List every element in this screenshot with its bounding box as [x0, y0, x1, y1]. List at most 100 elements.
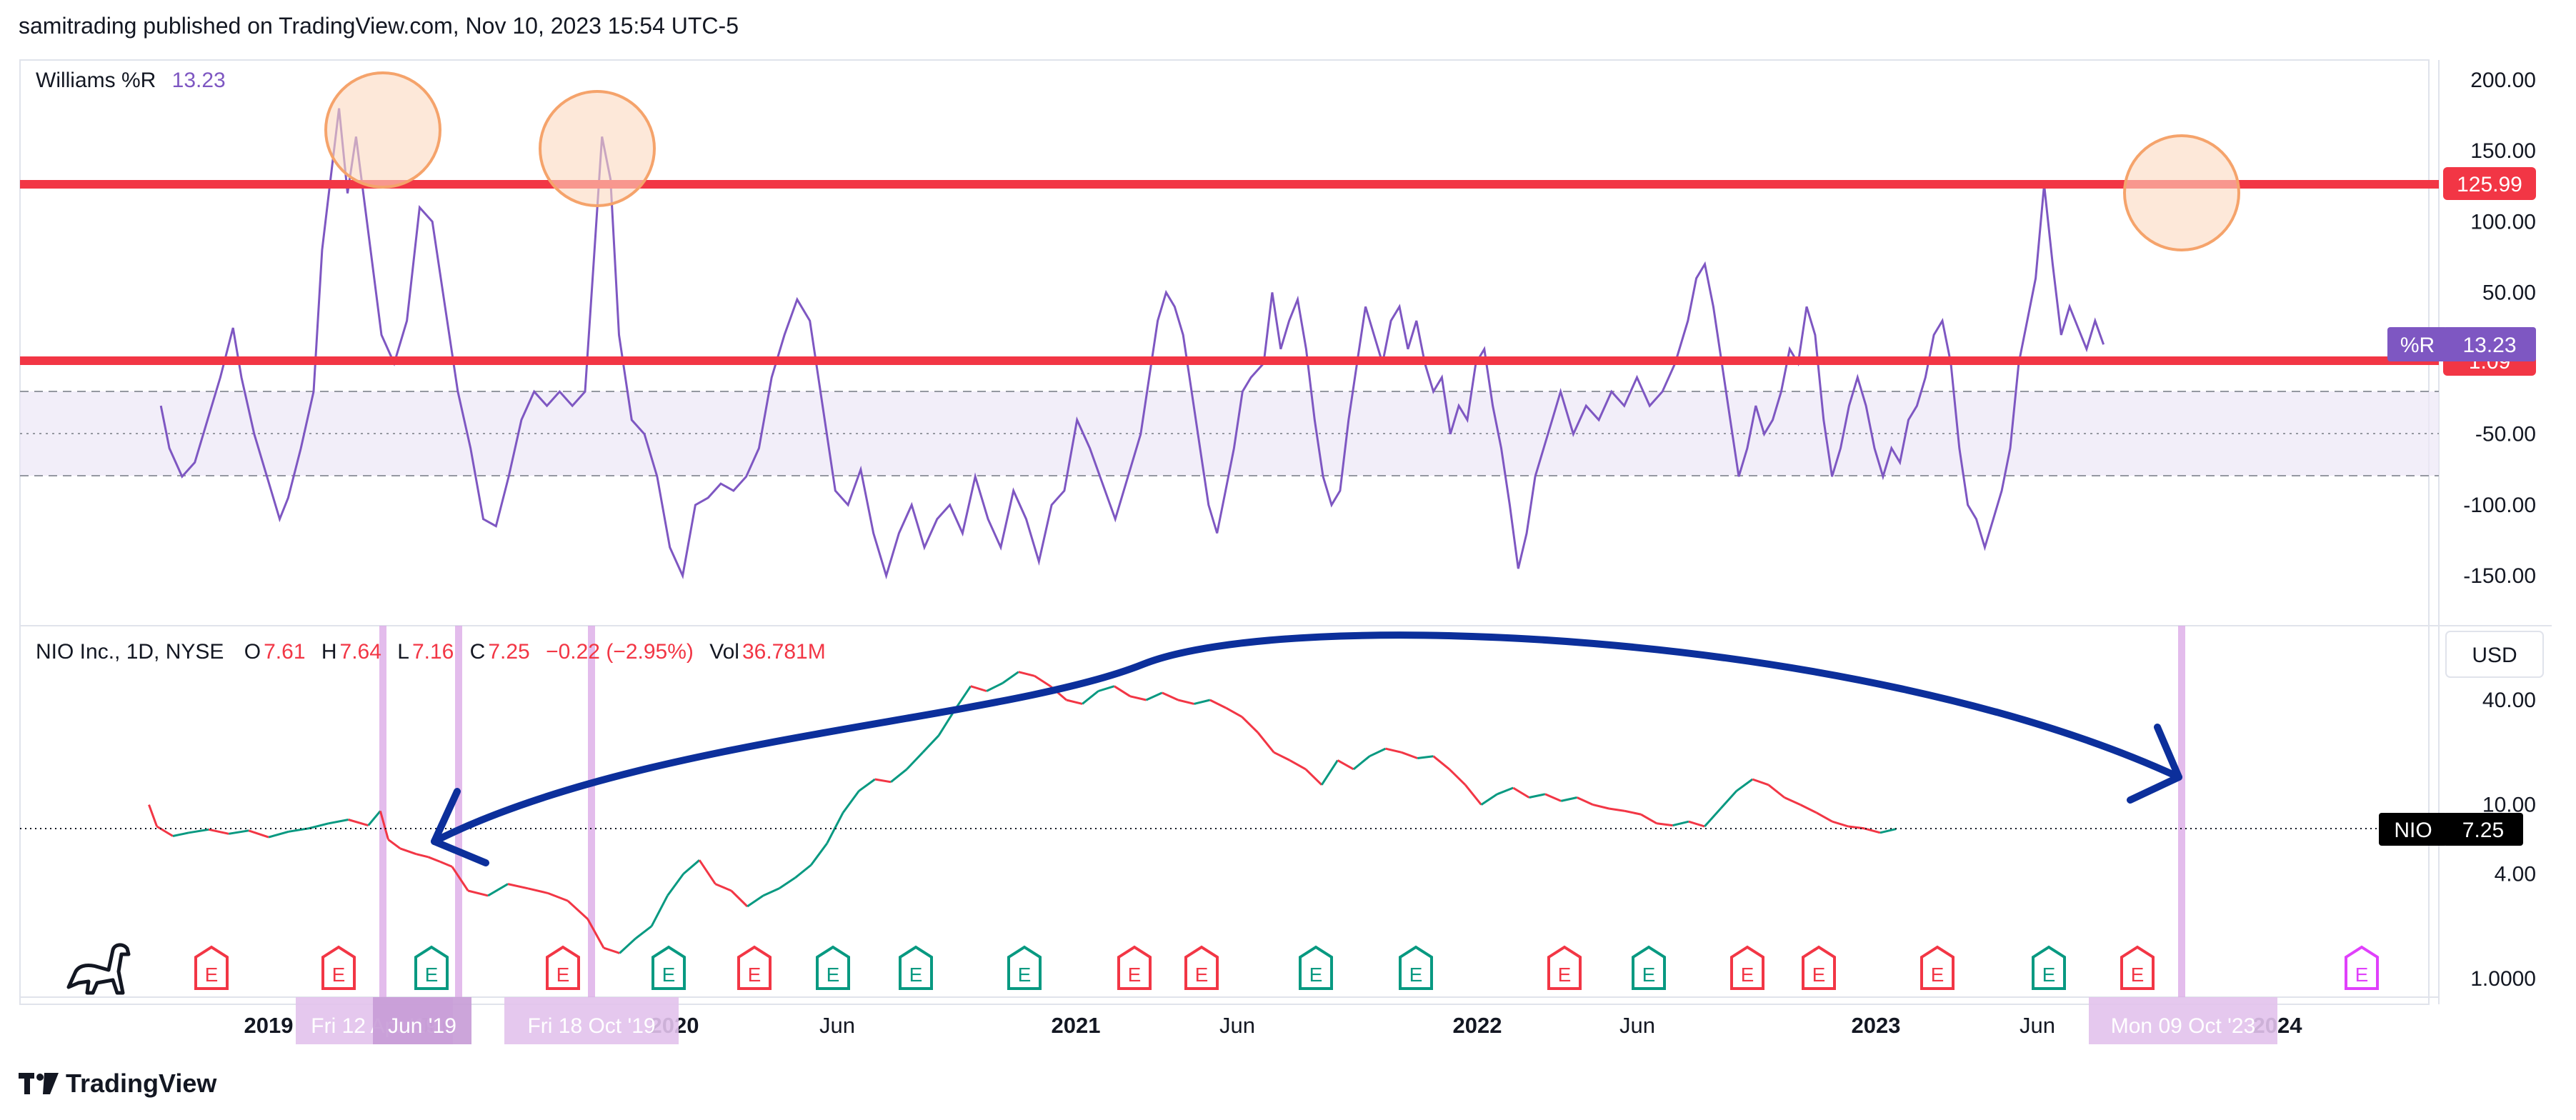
price-segment [1113, 685, 1131, 698]
earnings-marker[interactable] [1299, 945, 1333, 990]
price-segment [208, 828, 229, 835]
price-segment [586, 918, 605, 949]
wr-y-tick: -100.00 [2463, 494, 2536, 517]
earnings-letter: E [1558, 964, 1572, 986]
price-segment [1767, 784, 1785, 799]
wr-badge-label: %R [2400, 334, 2435, 357]
earnings-marker[interactable] [1184, 945, 1219, 990]
peak-circle-2 [539, 90, 656, 207]
x-tick-label: Jun [1619, 1013, 1655, 1038]
earnings-letter: E [2042, 964, 2056, 986]
price-segment [1432, 755, 1450, 771]
price-segment [986, 682, 1004, 692]
earnings-marker[interactable] [2032, 945, 2066, 990]
price-segment [1784, 796, 1801, 806]
earnings-marker[interactable] [816, 945, 850, 990]
price-segment [1704, 807, 1722, 828]
earnings-marker[interactable] [321, 945, 356, 990]
high-value: 7.64 [339, 640, 381, 664]
symbol-info[interactable]: NIO Inc., 1D, NYSE [36, 640, 224, 664]
x-tick-label: 2023 [1852, 1013, 1901, 1038]
price-segment [148, 804, 159, 827]
earnings-letter: E [2131, 964, 2145, 986]
price-segment [1799, 804, 1817, 814]
x-highlight-label: Jun '19 [388, 1014, 456, 1038]
earnings-marker[interactable] [1547, 945, 1582, 990]
highlight-band [379, 626, 386, 997]
price-segment [1177, 699, 1194, 705]
price-segment [714, 883, 732, 892]
earnings-letter: E [748, 964, 762, 986]
nio-badge-value: 7.25 [2462, 819, 2504, 842]
price-segment [858, 778, 876, 792]
price-segment [1002, 671, 1019, 684]
earnings-letter: E [2355, 964, 2369, 986]
change-value: −0.22 (−2.95%) [546, 640, 694, 664]
wr-badge-value-bg [2443, 327, 2536, 361]
price-segment [228, 829, 249, 835]
wr-y-tick: -150.00 [2463, 564, 2536, 588]
price-segment [1480, 793, 1498, 806]
price-segment [1289, 759, 1307, 771]
wr-legend: Williams %R 13.23 [36, 69, 229, 93]
currency-button[interactable] [2445, 631, 2544, 678]
price-segment [1719, 790, 1738, 810]
price-segment [268, 830, 289, 839]
currency-label: USD [2472, 644, 2517, 667]
price-segment [1098, 685, 1115, 692]
level-badge-upper [2443, 167, 2536, 200]
price-segment [1082, 690, 1099, 705]
price-segment [328, 819, 349, 825]
earnings-letter: E [425, 964, 439, 986]
price-segment [619, 937, 636, 954]
price-segment [730, 889, 749, 908]
price-segment [1225, 706, 1243, 718]
nio-badge-label-bg [2379, 813, 2447, 846]
wr-y-tick: 150.00 [2470, 139, 2536, 163]
price-segment [1752, 778, 1769, 786]
arrowhead-right [2127, 724, 2182, 804]
tradingview-logo[interactable]: TradingView [19, 1069, 216, 1099]
price-segment [1401, 751, 1418, 759]
earnings-marker[interactable] [1117, 945, 1152, 990]
price-series [148, 671, 1897, 954]
earnings-marker[interactable] [1920, 945, 1955, 990]
earnings-marker[interactable] [1730, 945, 1764, 990]
earnings-marker[interactable] [1632, 945, 1666, 990]
price-segment [308, 822, 329, 830]
price-segment [1304, 768, 1323, 786]
earnings-marker[interactable] [652, 945, 686, 990]
earnings-marker[interactable] [2120, 945, 2155, 990]
price-segment [467, 889, 489, 897]
earnings-marker[interactable] [1802, 945, 1836, 990]
price-segment [762, 887, 780, 897]
price-segment [794, 864, 812, 879]
earnings-marker[interactable] [1399, 945, 1433, 990]
williams-r-line [159, 108, 2105, 580]
earnings-marker[interactable] [899, 945, 933, 990]
price-segment [367, 810, 381, 826]
chart-frame [19, 59, 2430, 1005]
dinosaur-icon [66, 943, 131, 995]
peak-circle-1 [324, 71, 441, 189]
price-segment [1560, 796, 1577, 802]
price-segment [1736, 778, 1754, 792]
earnings-letter: E [1741, 964, 1754, 986]
x-tick-label: Jun [819, 1013, 855, 1038]
earnings-marker[interactable] [737, 945, 772, 990]
price-segment [1352, 755, 1371, 771]
earnings-marker[interactable] [1007, 945, 1042, 990]
price-segment [1385, 747, 1402, 754]
volume-value: 36.781M [742, 640, 826, 664]
earnings-marker[interactable] [414, 945, 449, 990]
x-highlight-box [2089, 997, 2277, 1044]
earnings-marker[interactable] [2345, 945, 2379, 990]
earnings-marker[interactable] [546, 945, 580, 990]
earnings-marker[interactable] [194, 945, 229, 990]
wr-badge-label-bg [2387, 327, 2447, 361]
price-y-tick: 40.00 [2482, 689, 2536, 712]
price-segment [1864, 827, 1881, 834]
price-segment [1640, 813, 1657, 825]
x-tick-label: 2021 [1052, 1013, 1101, 1038]
